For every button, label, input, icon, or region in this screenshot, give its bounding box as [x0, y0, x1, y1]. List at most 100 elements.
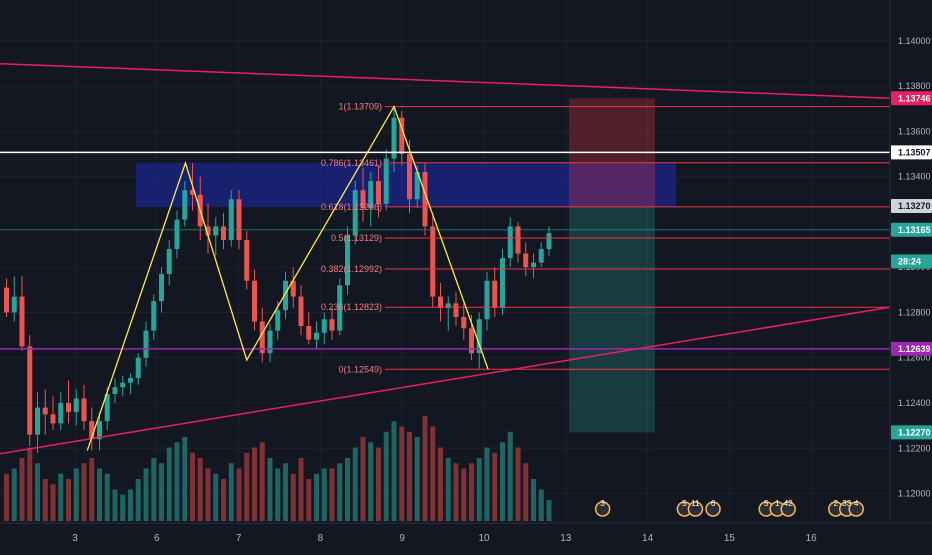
time-tick-label: 10: [478, 533, 490, 544]
candle-body: [143, 330, 149, 358]
volume-bar: [376, 447, 381, 521]
candle-body: [422, 172, 428, 227]
candle-body: [135, 357, 141, 379]
candle-body: [500, 258, 505, 308]
candle-body: [120, 382, 126, 388]
volume-bar: [97, 468, 102, 521]
event-count[interactable]: 4: [854, 499, 859, 508]
fib-label: 0.786(1.13461): [321, 158, 382, 168]
candle-body: [73, 398, 79, 413]
candle-body: [174, 219, 180, 250]
price-label-badge[interactable]: [891, 222, 932, 237]
candle-body: [453, 303, 459, 317]
harmonic-pattern: [86, 105, 489, 451]
economic-event-icon[interactable]: [687, 501, 704, 517]
price-label-text[interactable]: 1.13746: [898, 93, 931, 103]
price-label-text[interactable]: 1.13507: [898, 147, 931, 157]
time-tick-label: 8: [318, 533, 324, 544]
volume-bar: [66, 479, 71, 521]
price-label-text[interactable]: 28:24: [898, 257, 921, 267]
candle-body: [507, 226, 513, 259]
candle-body: [383, 158, 389, 204]
take-profit-zone: [569, 206, 655, 433]
event-markers-layer[interactable]: 3 5 11 6 5 1 42 2 33 4: [594, 499, 864, 517]
economic-event-icon[interactable]: [848, 501, 864, 517]
candle-body: [221, 226, 226, 240]
candle-body: [50, 414, 56, 424]
candle-body: [151, 301, 157, 331]
price-label-text[interactable]: 1.12639: [898, 344, 931, 354]
event-count[interactable]: 42: [784, 499, 793, 508]
volume-layer: [4, 416, 552, 521]
volume-bar: [298, 458, 304, 521]
candle-body: [58, 403, 64, 424]
economic-event-icon[interactable]: [594, 501, 611, 517]
volume-bar: [430, 426, 436, 521]
volume-bar: [399, 426, 405, 521]
economic-event-icon[interactable]: [705, 501, 721, 517]
volume-bar: [407, 431, 412, 521]
event-count[interactable]: 2: [834, 499, 839, 508]
volume-bar: [252, 447, 257, 521]
price-tick-label: 1.12200: [898, 443, 931, 453]
volume-bar: [236, 468, 242, 521]
candle-body: [484, 280, 490, 320]
event-count[interactable]: 3: [600, 499, 605, 508]
candle-body: [104, 393, 110, 422]
fib-label: 0.382(1.12992): [321, 264, 382, 274]
economic-event-icon[interactable]: [780, 501, 796, 517]
time-axis[interactable]: 3 6 7 8 9 10 13 14 15 16: [0, 522, 932, 550]
price-label-badge[interactable]: [891, 425, 932, 440]
volume-bar: [422, 416, 428, 521]
fib-label: 0.236(1.12823): [321, 302, 382, 312]
event-count[interactable]: 5: [764, 499, 769, 508]
candle-body: [190, 190, 195, 195]
volume-bar: [414, 437, 420, 521]
event-count[interactable]: 11: [691, 499, 700, 508]
candle-body: [275, 310, 281, 331]
volume-bar: [337, 463, 343, 521]
volume-bar: [352, 447, 358, 521]
candle-body: [538, 249, 544, 263]
time-tick-label: 7: [236, 533, 242, 544]
candle-body: [430, 226, 436, 297]
price-tick-label: 1.13400: [898, 172, 931, 182]
price-label-badge[interactable]: [891, 254, 932, 269]
volume-bar: [469, 463, 474, 521]
volume-bar: [314, 473, 319, 521]
candle-body: [11, 296, 17, 313]
candle-body: [112, 387, 118, 394]
price-label-badge[interactable]: [891, 341, 932, 356]
price-tick-label: 1.13600: [898, 126, 931, 136]
price-label-badge[interactable]: [891, 145, 932, 160]
volume-bar: [112, 489, 118, 521]
volume-bar: [484, 447, 490, 521]
volume-bar: [290, 473, 296, 521]
event-count[interactable]: 33: [842, 499, 851, 508]
price-label-badge[interactable]: [891, 91, 932, 106]
time-tick-label: 15: [724, 533, 736, 544]
price-label-text[interactable]: 1.13270: [898, 201, 931, 211]
volume-bar: [383, 431, 389, 521]
candle-body: [368, 181, 374, 209]
price-label-badge[interactable]: [891, 199, 932, 214]
event-count[interactable]: 1: [775, 499, 780, 508]
event-count[interactable]: 6: [711, 499, 716, 508]
price-tick-label: 1.12800: [898, 307, 931, 317]
price-label-text[interactable]: 1.12270: [898, 427, 931, 437]
price-axis[interactable]: 1.140001.138001.136001.134001.130001.128…: [889, 0, 932, 550]
volume-bar: [89, 458, 95, 521]
volume-bar: [360, 437, 366, 521]
volume-bar: [35, 463, 40, 521]
volume-bar: [11, 468, 17, 521]
event-count[interactable]: 5: [682, 499, 687, 508]
price-label-text[interactable]: 1.13165: [898, 225, 931, 235]
candle-body: [531, 262, 536, 268]
volume-bar: [306, 479, 312, 521]
volume-bar: [259, 442, 265, 521]
volume-bar: [515, 447, 521, 521]
volume-bar: [73, 468, 79, 521]
candle-body: [159, 273, 164, 302]
